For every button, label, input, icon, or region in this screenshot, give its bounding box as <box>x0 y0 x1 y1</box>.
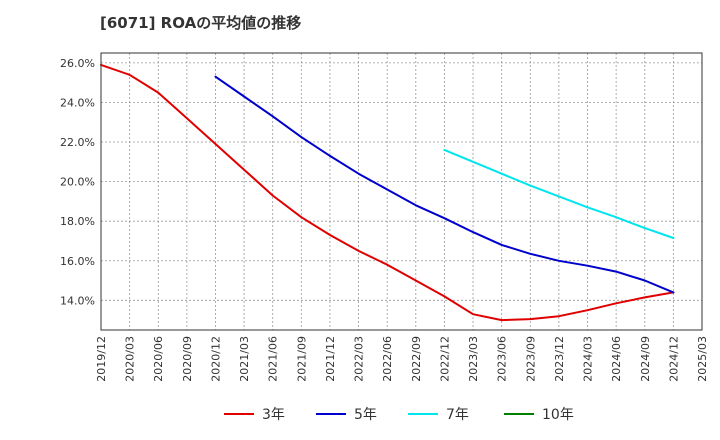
x-tick-label: 2024/09 <box>639 336 652 382</box>
x-tick-label: 2023/09 <box>524 336 537 382</box>
series-line <box>443 148 675 239</box>
x-tick-label: 2022/09 <box>410 336 423 382</box>
y-tick-label: 26.0% <box>60 57 95 70</box>
y-tick-label: 24.0% <box>60 96 95 109</box>
y-tick-label: 14.0% <box>60 294 95 307</box>
series-line <box>100 63 675 322</box>
series-line <box>214 75 675 294</box>
x-tick-label: 2020/03 <box>124 336 137 382</box>
x-tick-label: 2020/09 <box>181 336 194 382</box>
y-tick-label: 20.0% <box>60 176 95 189</box>
x-tick-label: 2021/12 <box>324 336 337 382</box>
y-tick-label: 22.0% <box>60 136 95 149</box>
x-tick-label: 2022/12 <box>438 336 451 382</box>
legend-label: 10年 <box>542 407 574 423</box>
y-tick-label: 18.0% <box>60 215 95 228</box>
x-tick-label: 2023/06 <box>496 336 509 382</box>
x-tick-label: 2024/12 <box>667 336 680 382</box>
chart-title: [6071] ROAの平均値の推移 <box>100 14 302 32</box>
x-tick-label: 2024/06 <box>610 336 623 382</box>
y-tick-label: 16.0% <box>60 255 95 268</box>
x-tick-label: 2021/06 <box>267 336 280 382</box>
legend-label: 7年 <box>446 407 469 423</box>
legend-label: 3年 <box>262 407 285 423</box>
x-tick-label: 2025/03 <box>696 336 709 382</box>
x-tick-label: 2023/03 <box>467 336 480 382</box>
x-tick-label: 2021/03 <box>238 336 251 382</box>
x-tick-label: 2022/06 <box>381 336 394 382</box>
x-tick-label: 2022/03 <box>353 336 366 382</box>
x-tick-label: 2024/03 <box>582 336 595 382</box>
legend-label: 5年 <box>354 407 377 423</box>
x-tick-label: 2020/12 <box>209 336 222 382</box>
x-tick-label: 2023/12 <box>553 336 566 382</box>
x-tick-label: 2020/06 <box>152 336 165 382</box>
plot-background <box>101 53 702 330</box>
x-tick-label: 2021/09 <box>295 336 308 382</box>
x-tick-label: 2019/12 <box>95 336 108 382</box>
plot-border <box>100 52 703 331</box>
